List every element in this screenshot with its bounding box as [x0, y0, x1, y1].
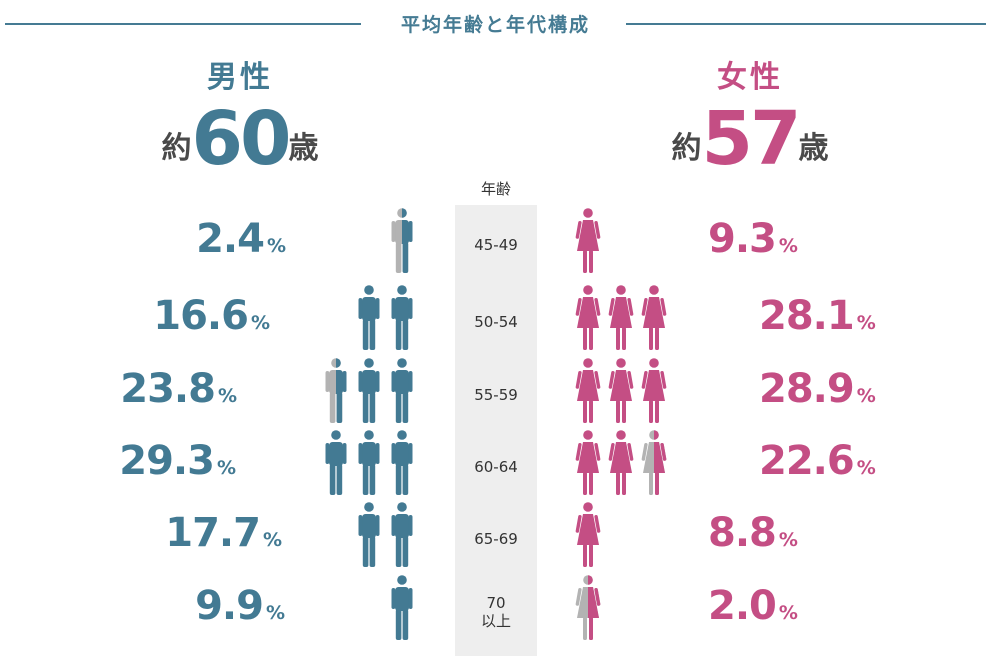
male-icon [392, 285, 413, 350]
male-icon [359, 358, 380, 423]
male-percent-label-value: 9.9 [195, 583, 263, 629]
male-icon-partial [392, 208, 413, 273]
female-percent-label-unit: % [857, 457, 876, 479]
age-group-label: 50-54 [455, 313, 537, 331]
male-percent-label-unit: % [263, 529, 282, 551]
male-icon [359, 502, 380, 567]
male-percent-label: 29.3% [119, 438, 236, 484]
female-percent-label: 28.9% [759, 366, 876, 412]
male-percent-label-value: 2.4 [196, 216, 264, 262]
female-percent-label-value: 8.8 [708, 510, 776, 556]
female-percent-label: 2.0% [708, 583, 798, 629]
male-percent-label: 2.4% [196, 216, 286, 262]
female-percent-label-value: 28.1 [759, 293, 854, 339]
female-icon [575, 502, 600, 567]
male-icon [359, 430, 380, 495]
male-percent-label: 9.9% [195, 583, 285, 629]
male-icon [392, 430, 413, 495]
male-percent-label-value: 29.3 [119, 438, 214, 484]
female-percent-label-unit: % [779, 602, 798, 624]
female-percent-label-unit: % [779, 235, 798, 257]
male-percent-label-unit: % [217, 457, 236, 479]
male-percent-label-unit: % [218, 385, 237, 407]
female-percent-label-value: 2.0 [708, 583, 776, 629]
male-percent-label-value: 17.7 [165, 510, 260, 556]
female-icon [641, 358, 666, 423]
female-percent-label: 8.8% [708, 510, 798, 556]
female-percent-label-unit: % [779, 529, 798, 551]
female-percent-label-value: 28.9 [759, 366, 854, 412]
age-group-label: 55-59 [455, 386, 537, 404]
female-percent-label-value: 9.3 [708, 216, 776, 262]
male-icon [392, 502, 413, 567]
female-icon-partial [575, 575, 600, 640]
male-icon [359, 285, 380, 350]
female-icon [575, 358, 600, 423]
male-percent-label-unit: % [266, 602, 285, 624]
male-percent-label-unit: % [267, 235, 286, 257]
age-group-label: 60-64 [455, 458, 537, 476]
male-percent-label: 16.6% [153, 293, 270, 339]
male-percent-label-value: 23.8 [120, 366, 215, 412]
female-icon [575, 208, 600, 273]
female-icon [575, 285, 600, 350]
male-icon [392, 575, 413, 640]
female-percent-label: 9.3% [708, 216, 798, 262]
age-group-label: 45-49 [455, 236, 537, 254]
age-group-label: 70 以上 [455, 594, 537, 630]
female-icon [608, 430, 633, 495]
age-group-label: 65-69 [455, 530, 537, 548]
male-icon [392, 358, 413, 423]
female-percent-label-value: 22.6 [759, 438, 854, 484]
male-percent-label-unit: % [251, 312, 270, 334]
female-percent-label: 22.6% [759, 438, 876, 484]
male-percent-label: 23.8% [120, 366, 237, 412]
female-icon-partial [641, 430, 666, 495]
female-icon [575, 430, 600, 495]
female-icon [641, 285, 666, 350]
male-percent-label: 17.7% [165, 510, 282, 556]
female-icon [608, 358, 633, 423]
male-icon [326, 430, 347, 495]
female-icon [608, 285, 633, 350]
female-percent-label: 28.1% [759, 293, 876, 339]
female-percent-label-unit: % [857, 312, 876, 334]
female-percent-label-unit: % [857, 385, 876, 407]
male-percent-label-value: 16.6 [153, 293, 248, 339]
male-icon-partial [326, 358, 347, 423]
